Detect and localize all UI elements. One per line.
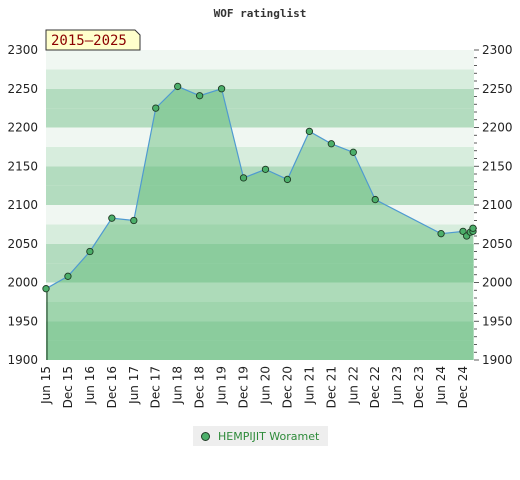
y-tick-label-right: 1900 [482, 353, 513, 367]
y-tick-label-left: 2200 [7, 121, 38, 135]
rating-point [469, 224, 477, 232]
background-band [46, 50, 474, 70]
y-axis-right: 1900 1950 2000 2050 2100 2150 2200 2250 2300 [474, 43, 513, 367]
rating-point [108, 214, 116, 222]
rating-point [283, 175, 292, 184]
rating-point [459, 227, 467, 236]
x-tick-label: Jun 19 [215, 366, 229, 405]
background-band [46, 146, 474, 167]
x-axis: Jun 15 Dec 15 Jun 16 Dec 16 Jun 17 Dec 17 Jun … [39, 366, 470, 408]
background-band [46, 127, 474, 147]
y-tick-label-left: 1900 [7, 353, 38, 367]
legend-series-name: HEMPIJIT Woramet [218, 429, 320, 443]
x-tick-label: Jun 17 [127, 366, 141, 405]
rating-point [174, 82, 182, 91]
y-tick-label-right: 1950 [482, 314, 513, 328]
background-band [46, 243, 474, 264]
y-tick-label-left: 2300 [7, 43, 38, 57]
range-badge-label: 2015–2025 [51, 33, 127, 49]
y-tick-label-right: 2200 [482, 121, 513, 135]
x-tick-label: Dec 17 [149, 366, 163, 408]
legend: HEMPIJIT Woramet [193, 426, 328, 446]
background-band [46, 185, 474, 205]
x-tick-label: Dec 23 [412, 366, 426, 408]
rating-point [130, 216, 138, 225]
rating-point [239, 174, 248, 182]
y-tick-label-left: 1950 [7, 314, 38, 328]
x-tick-label: Dec 24 [456, 366, 470, 408]
background-band [46, 88, 474, 109]
background-bands [46, 50, 474, 360]
x-tick-label: Dec 15 [61, 366, 75, 408]
x-tick-label: Dec 20 [280, 366, 294, 408]
rating-points [42, 82, 477, 293]
rating-point [217, 85, 226, 93]
chart-title: WOF ratinglist [214, 7, 307, 20]
x-tick-label: Jun 22 [346, 366, 360, 405]
x-tick-label: Jun 20 [258, 366, 272, 405]
legend-marker-icon [201, 431, 210, 441]
background-band [46, 108, 474, 128]
y-tick-label-right: 2100 [482, 198, 513, 212]
y-tick-label-left: 2100 [7, 198, 38, 212]
rating-point [42, 285, 50, 293]
area-fill [46, 86, 473, 361]
rating-point [195, 92, 204, 100]
background-band [46, 205, 474, 225]
y-tick-label-left: 2250 [7, 82, 38, 96]
y-tick-label-right: 2250 [482, 82, 513, 96]
x-tick-label: Jun 16 [83, 366, 97, 405]
x-tick-label: Dec 21 [324, 366, 338, 408]
rating-point [349, 148, 357, 156]
background-band [46, 282, 474, 302]
x-tick-label: Jun 21 [302, 366, 316, 405]
y-tick-label-right: 2050 [482, 237, 513, 251]
x-tick-label: Dec 19 [237, 366, 251, 408]
x-tick-label: Dec 16 [105, 366, 119, 408]
rating-point [152, 104, 160, 112]
rating-point [261, 165, 270, 174]
y-axis-left: 1900 1950 2000 2050 2100 2150 2200 2250 2300 [7, 43, 38, 367]
rating-point [305, 127, 314, 136]
x-tick-label: Jun 24 [434, 366, 448, 405]
range-badge: 2015–2025 [45, 29, 141, 51]
background-band [46, 263, 474, 283]
rating-point [327, 140, 335, 148]
rating-point [437, 230, 445, 238]
x-tick-label: Jun 18 [171, 366, 185, 405]
x-tick-label: Jun 15 [39, 366, 53, 405]
rating-point [64, 272, 72, 280]
y-tick-label-left: 2000 [7, 276, 38, 290]
x-tick-label: Dec 18 [193, 366, 207, 408]
x-tick-label: Jun 23 [390, 366, 404, 405]
y-tick-label-left: 2050 [7, 237, 38, 251]
y-tick-label-right: 2000 [482, 276, 513, 290]
rating-point [86, 247, 94, 256]
background-band [46, 321, 474, 341]
background-band [46, 340, 474, 360]
background-band [46, 224, 474, 244]
y-tick-label-right: 2150 [482, 159, 513, 173]
y-tick-label-right: 2300 [482, 43, 513, 57]
background-band [46, 69, 474, 89]
background-band [46, 301, 474, 322]
y-tick-label-left: 2150 [7, 159, 38, 173]
rating-point [371, 195, 379, 204]
x-tick-label: Dec 22 [368, 366, 382, 408]
